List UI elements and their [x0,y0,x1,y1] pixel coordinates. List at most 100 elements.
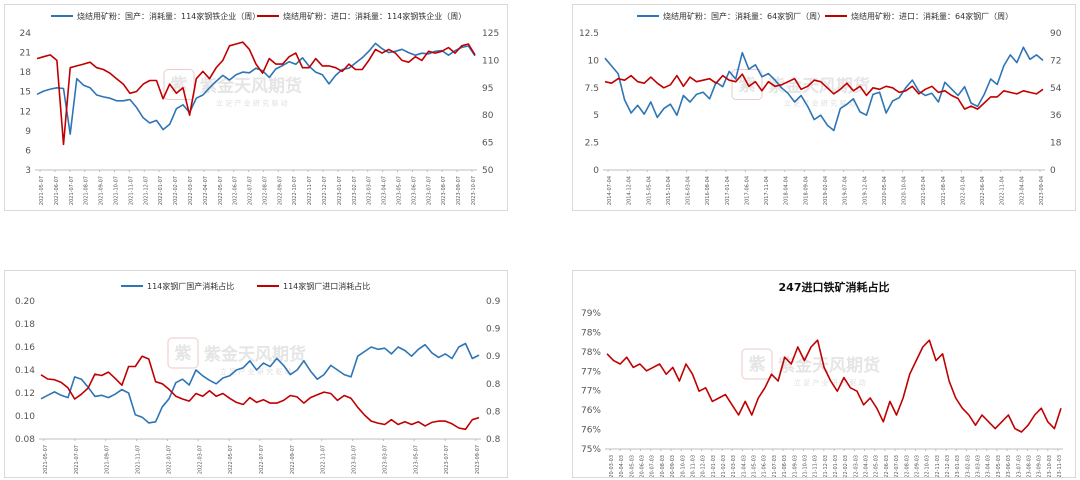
y-left-tick-label: 0.10 [15,412,35,422]
x-tick-label: 2022-03-03 [853,455,859,477]
chart-panel-247-import-share: 紫紫金天风期货立 足 产 业 研 究 驱 动 247进口铁矿消耗占比 75% 76% 7… [572,270,1076,478]
x-tick-label: 2016-08-04 [705,176,711,205]
x-tick-label: 2020-10-04 [902,176,908,205]
y-left-tick-label: 15 [20,88,31,98]
x-tick-label: 2022-07-07 [259,445,265,474]
watermark-text: 紫金天风期货 [204,344,306,365]
x-tick-label: 2022-09-03 [914,455,920,477]
legend-label: 烧结用矿粉：国产：消耗量：114家钢铁企业（周） [77,11,260,21]
y-right-tick-label: 0.9 [486,297,501,307]
y-right-tick-label: 0.8 [486,435,501,445]
y-left-tick-label: 12 [20,107,31,117]
x-tick-label: 2022-10-03 [925,455,931,477]
x-tick-label: 2021-07-03 [772,455,778,477]
x-tick-label: 2021-11-07 [136,445,142,474]
watermark-subtext: 立 足 产 业 研 究 驱 动 [220,367,292,376]
x-tick-label: 2022-01-07 [166,445,172,474]
y-right-tick-label: 72 [1050,56,1061,66]
watermark-seal [741,348,773,380]
x-tick-label: 2023-11-03 [1057,455,1063,477]
y-right-tick-label: 125 [482,29,499,39]
legend-label: 114家钢厂进口消耗占比 [283,281,370,291]
x-tick-label: 2017-01-04 [725,176,731,205]
x-tick-label: 2023-10-07 [471,176,477,205]
x-tick-label: 2015-10-04 [666,176,672,205]
x-tick-label: 2019-07-04 [843,176,849,205]
x-tick-label: 2023-04-03 [986,455,992,477]
y-left-tick-label: 5 [593,111,599,121]
chart-svg: 紫紫金天风期货立 足 产 业 研 究 驱 动 0.08 0.10 0.12 0.14 0.… [15,281,501,474]
x-tick-label: 2021-03-04 [921,176,927,205]
legend-label: 烧结用矿粉：国产：消耗量：64家钢厂（周） [663,11,825,21]
x-tick-label: 2022-03-07 [197,445,203,474]
y-right-tick-label: 110 [482,56,499,66]
y-left-tick-label: 21 [20,49,31,59]
x-tick-label: 2020-06-03 [640,455,646,477]
x-tick-label: 2017-11-04 [764,176,770,205]
x-tick-label: 2023-07-07 [444,445,450,474]
x-tick-label: 2021-02-03 [721,455,727,477]
x-tick-label: 2023-09-04 [1039,176,1045,205]
x-tick-label: 2023-05-07 [397,176,403,205]
y-left-tick-label: 0.14 [15,366,35,376]
y-right-tick-label: 0.8 [486,407,501,417]
x-tick-label: 2021-05-03 [752,455,758,477]
x-tick-label: 2014-07-04 [607,176,613,205]
y-left-tick-label: 10 [588,56,600,66]
y-left-tick-label: 6 [25,146,31,156]
x-tick-label: 2020-11-03 [690,455,696,477]
y-left-tick-label: 78% [581,328,601,338]
x-tick-label: 2023-03-03 [976,455,982,477]
x-tick-label: 2021-07-07 [69,176,75,205]
x-tick-label: 2022-03-07 [188,176,194,205]
x-tick-label: 2020-12-03 [701,455,707,477]
series-line-right-1 [40,355,480,431]
x-tick-label: 2023-04-07 [382,176,388,205]
x-tick-label: 2023-03-07 [382,445,388,474]
x-tick-label: 2023-07-07 [426,176,432,205]
x-tick-label: 2022-07-03 [894,455,900,477]
watermark-seal-char: 紫 [171,75,188,96]
x-tick-label: 2022-09-07 [277,176,283,205]
x-tick-label: 2023-02-03 [965,455,971,477]
series-line-left-0 [40,342,480,424]
x-tick-label: 2022-11-04 [1000,176,1006,205]
x-tick-label: 2021-11-03 [813,455,819,477]
x-tick-label: 2023-01-07 [352,445,358,474]
x-tick-label: 2023-01-03 [955,455,961,477]
y-left-tick-label: 18 [20,68,32,78]
y-left-tick-label: 3 [25,166,31,176]
watermark: 紫紫金天风期货立 足 产 业 研 究 驱 动 [741,348,880,387]
x-tick-label: 2022-11-07 [321,445,327,474]
x-tick-label: 2021-06-03 [762,455,768,477]
watermark: 紫紫金天风期货立 足 产 业 研 究 驱 动 [167,337,306,376]
y-left-tick-label: 9 [25,127,31,137]
x-tick-label: 2022-08-03 [904,455,910,477]
watermark-seal [167,337,199,369]
y-right-tick-label: 18 [1050,139,1062,149]
series-line-right-1 [604,73,1044,110]
y-left-tick-label: 0 [593,166,599,176]
x-tick-label: 2020-10-03 [680,455,686,477]
y-left-tick-label: 76% [581,426,601,436]
x-tick-label: 2022-12-03 [945,455,951,477]
watermark-text: 紫金天风期货 [768,76,870,97]
x-tick-label: 2021-10-07 [113,176,119,205]
y-right-tick-label: 0.9 [486,325,501,335]
y-left-tick-label: 76% [581,406,601,416]
legend-label: 114家钢厂国产消耗占比 [147,281,234,291]
y-left-tick-label: 75% [581,445,601,455]
x-tick-label: 2021-01-03 [711,455,717,477]
x-tick-label: 2023-07-03 [1016,455,1022,477]
x-tick-label: 2021-12-07 [143,176,149,205]
y-left-tick-label: 77% [581,367,601,377]
x-tick-label: 2022-06-03 [884,455,890,477]
watermark-subtext: 立 足 产 业 研 究 驱 动 [216,99,288,108]
x-tick-label: 2021-12-03 [823,455,829,477]
watermark-seal-char: 紫 [749,354,766,375]
x-tick-label: 2022-06-04 [980,176,986,205]
x-tick-label: 2023-05-03 [996,455,1002,477]
x-tick-label: 2023-09-07 [475,445,481,474]
chart-svg: 紫紫金天风期货立 足 产 业 研 究 驱 动 0 2.5 5 7.5 10 12.5 0 18 3… [579,11,1062,205]
x-tick-label: 2022-05-07 [218,176,224,205]
